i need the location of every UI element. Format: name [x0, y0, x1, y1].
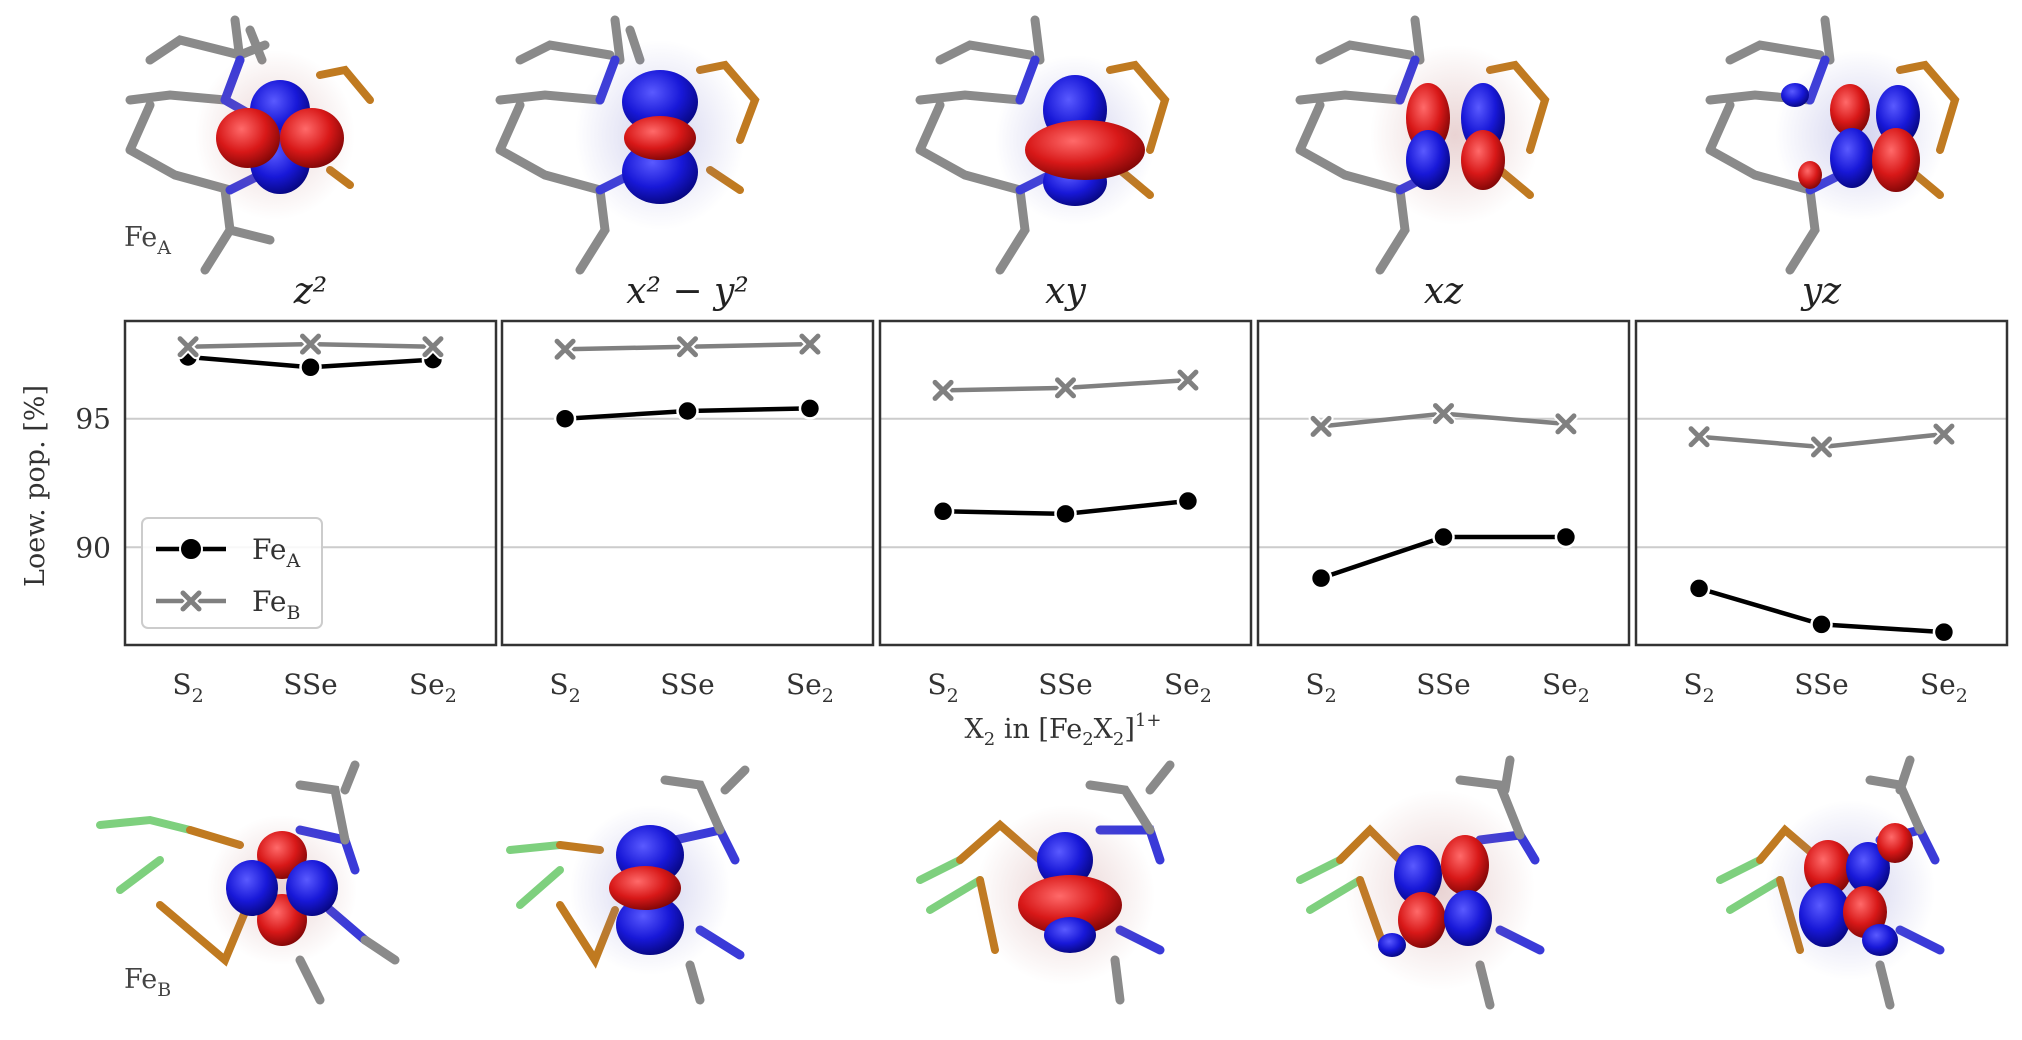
orbital-label: x² − y² [626, 271, 749, 312]
fe-a-z2-render [125, 15, 374, 275]
fe-a-x2-y2-render [495, 15, 760, 275]
atom-label-fe-b: FeB [124, 964, 171, 1001]
legend-marker-x [178, 588, 204, 614]
x-axis-label: X2 in [Fe2X2]1+ [965, 710, 1162, 750]
x-tick-label: SSe [283, 668, 337, 701]
x-tick-label: S2 [927, 668, 958, 707]
fe-b-orbital-renders [96, 755, 1945, 1010]
x-tick-label: Se2 [786, 668, 834, 707]
legend-label: FeB [252, 585, 300, 624]
data-point-feb [1175, 367, 1201, 393]
data-point-fea [553, 407, 577, 430]
x-tick-label: S2 [549, 668, 580, 707]
data-point-fea [299, 356, 322, 379]
legend-marker-circle [179, 537, 203, 561]
data-point-fea [676, 399, 699, 423]
data-point-feb [1686, 424, 1712, 450]
population-chart: z² S2 SSe Se2 90 95 FeA FeB x² − y² S2 SSe Se2 xy S2 S… [75, 271, 2009, 707]
orbital-label: yz [1800, 271, 1842, 312]
x-tick-label: SSe [1794, 668, 1848, 701]
fe-b-x2-y2-render [506, 765, 750, 1005]
data-point-fea [1432, 525, 1455, 549]
x-tick-label: Se2 [1920, 668, 1968, 707]
data-point-fea [1932, 620, 1956, 644]
data-point-feb [1553, 411, 1579, 437]
data-point-feb [797, 331, 823, 357]
chart-panel-4: xz S2 SSe Se2 [1256, 271, 1631, 707]
data-point-fea [1810, 613, 1833, 636]
y-tick-label: 95 [75, 403, 111, 436]
y-tick-label: 90 [75, 531, 111, 564]
chart-panel-2: x² − y² S2 SSe Se2 [500, 271, 875, 707]
orbital-label: z² [293, 271, 327, 312]
fe-a-orbital-renders [125, 15, 1960, 275]
legend-label: FeA [252, 533, 300, 572]
data-point-fea [931, 500, 955, 523]
data-point-feb [675, 334, 700, 360]
data-point-feb [298, 331, 323, 357]
x-tick-label: SSe [1416, 668, 1470, 701]
data-point-fea [1054, 502, 1077, 526]
chart-panel-5: yz S2 SSe Se2 [1634, 271, 2009, 707]
panel-frame [1256, 319, 1631, 647]
x-tick-label: S2 [1305, 668, 1336, 707]
fe-b-xz-render [1296, 755, 1545, 1010]
data-point-fea [1687, 577, 1711, 600]
x-tick-label: S2 [172, 668, 203, 707]
data-point-feb [1431, 401, 1456, 427]
y-axis-label: Loew. pop. [%] [20, 385, 51, 587]
x-tick-label: SSe [660, 668, 714, 701]
data-point-feb [1809, 434, 1834, 460]
panel-frame [1634, 319, 2009, 647]
fe-b-yz-render [1716, 755, 1945, 1010]
panel-frame [123, 319, 498, 647]
fe-a-xz-render [1295, 15, 1550, 275]
data-point-feb [420, 334, 446, 360]
orbital-label: xz [1424, 271, 1464, 312]
data-point-fea [1554, 525, 1578, 549]
x-tick-label: SSe [1038, 668, 1092, 701]
data-point-feb [1931, 421, 1957, 447]
data-point-feb [930, 377, 956, 403]
fe-b-z2-render [96, 760, 400, 1005]
x-tick-label: Se2 [1542, 668, 1590, 707]
panel-frame [878, 319, 1253, 647]
data-point-feb [1053, 375, 1078, 401]
x-tick-label: S2 [1683, 668, 1714, 707]
chart-panel-3: xy S2 SSe Se2 [878, 271, 1253, 707]
data-point-fea [1176, 489, 1200, 513]
data-point-fea [1309, 566, 1333, 590]
fe-b-xy-render [916, 760, 1175, 1005]
chart-panel-1: z² S2 SSe Se2 90 95 FeA FeB [75, 271, 498, 707]
orbital-label: xy [1045, 271, 1086, 312]
x-tick-label: Se2 [409, 668, 457, 707]
atom-label-fe-a: FeA [124, 222, 171, 259]
data-point-feb [552, 336, 578, 362]
data-point-fea [798, 397, 822, 420]
data-point-feb [175, 334, 201, 360]
fe-a-xy-render [915, 15, 1170, 275]
data-point-feb [1308, 413, 1334, 439]
fe-a-yz-render [1705, 15, 1960, 275]
x-tick-label: Se2 [1164, 668, 1212, 707]
panel-frame [500, 319, 875, 647]
legend: FeA FeB [141, 517, 323, 629]
